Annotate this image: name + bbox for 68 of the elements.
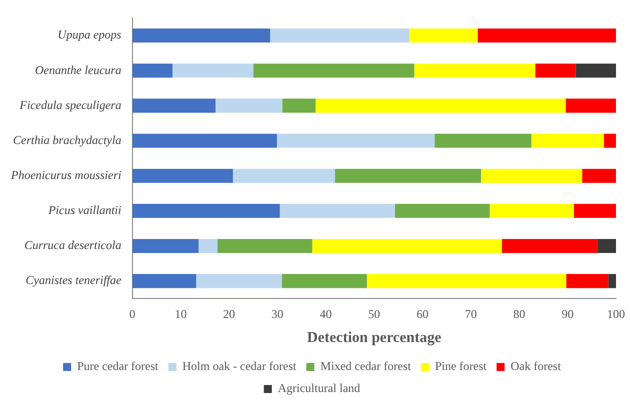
bar [132,204,280,218]
bar [414,64,536,78]
x-tick-label: 0 [129,306,136,321]
x-axis-title: Detection percentage [307,330,442,346]
bar [574,204,616,218]
bar [132,28,270,43]
bar [566,98,616,113]
legend-label: Pine forest [434,359,488,374]
x-tick-label: 100 [607,306,625,321]
bar [132,274,196,288]
bar [535,64,576,78]
bar [312,238,502,254]
bar [132,238,199,254]
bar [198,238,218,254]
y-tick-label: Upupa epops [58,28,122,42]
bar [132,134,277,148]
bar [282,274,367,288]
bar [253,64,414,78]
bar [502,238,598,254]
x-tick-label: 40 [320,306,332,321]
bar [582,168,616,183]
bar [604,134,616,148]
x-tick-label: 30 [271,306,284,321]
bar [282,98,316,113]
x-tick-label: 10 [174,306,187,321]
bar [566,274,608,288]
legend-label: Oak forest [510,359,562,374]
bar [531,134,604,148]
y-tick-label: Phoenicurus moussieri [10,168,122,182]
x-tick-label: 80 [513,306,526,321]
bar [232,168,335,183]
bar [481,168,582,183]
x-tick-label: 20 [223,306,236,321]
x-tick-label: 60 [416,306,429,321]
bar [478,28,616,43]
bar [490,204,574,218]
bar [132,168,233,183]
y-tick-label: Ficedula speculigera [18,98,122,112]
bar [394,204,490,218]
bar [576,64,616,78]
bar [608,274,616,288]
bar [132,64,172,78]
bar [597,238,616,254]
legend-label: Pure cedar forest [77,359,160,374]
bar [172,64,254,78]
y-tick-label: Certhia brachydactyla [13,132,122,147]
bar [132,98,216,113]
legend-label: Agricultural land [278,381,360,396]
bar [316,98,566,113]
x-tick-label: 50 [368,306,380,321]
bar [408,28,478,43]
bar [216,98,282,113]
bar [366,274,566,288]
bar [270,28,409,43]
x-tick-label: 90 [562,306,574,321]
y-tick-label: Curruca deserticola [24,238,122,252]
y-tick-label: Cyanistes teneriffae [26,273,122,288]
x-tick-label: 70 [464,306,477,321]
y-tick-label: Picus vaillantii [47,203,122,218]
bar [196,274,282,288]
bar [280,204,395,218]
y-tick-label: Oenanthe leucura [35,62,122,77]
legend-label: Mixed cedar forest [320,359,412,374]
bar [434,134,532,148]
bar [276,134,435,148]
bar [334,168,482,183]
legend-label: Holm oak - cedar forest [182,359,297,374]
bar [217,238,312,254]
